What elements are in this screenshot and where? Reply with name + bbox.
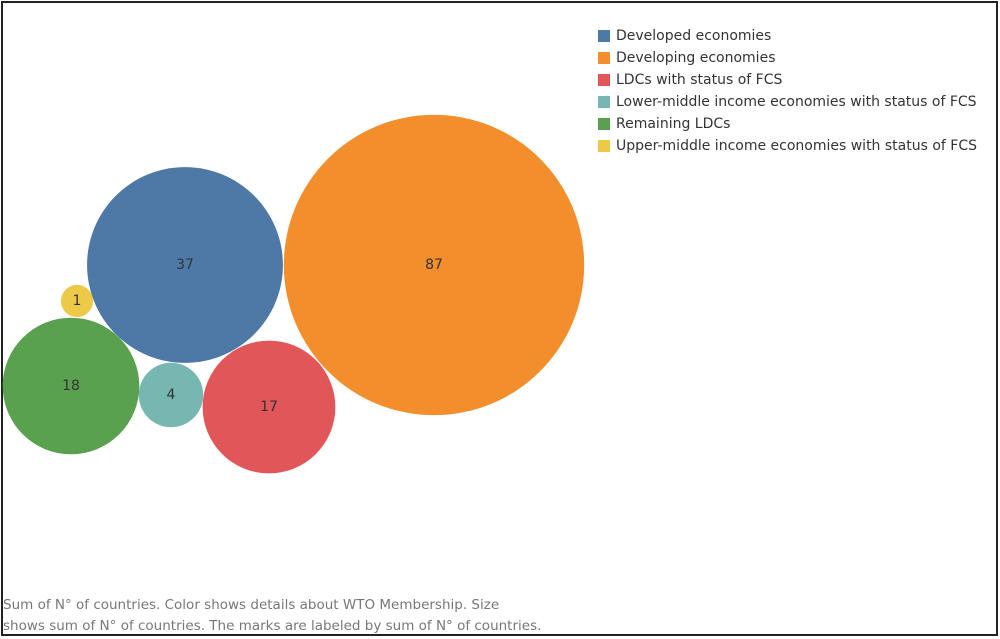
legend-swatch	[598, 96, 610, 108]
value-label: 87	[425, 257, 443, 273]
legend-label: LDCs with status of FCS	[616, 72, 782, 88]
bubble	[60, 284, 94, 318]
bubble	[2, 317, 140, 455]
legend-swatch	[598, 30, 610, 42]
legend-swatch	[598, 118, 610, 130]
bubble	[283, 114, 585, 416]
legend-label: Lower-middle income economies with statu…	[616, 94, 977, 110]
bubble	[87, 167, 283, 363]
footnote: shows sum of N° of countries. The marks …	[3, 618, 541, 634]
bubble	[202, 340, 336, 474]
legend-label: Upper-middle income economies with statu…	[616, 138, 977, 154]
legend-swatch	[598, 140, 610, 152]
legend-label: Developing economies	[616, 50, 775, 66]
value-label: 1	[73, 293, 82, 309]
value-label: 4	[167, 387, 176, 403]
legend-swatch	[598, 74, 610, 86]
value-label: 37	[176, 257, 194, 273]
legend-label: Remaining LDCs	[616, 116, 730, 132]
value-label: 18	[62, 378, 80, 394]
bubble	[138, 362, 204, 428]
value-label: 17	[260, 399, 278, 415]
footnote: Sum of N° of countries. Color shows deta…	[3, 597, 499, 613]
legend-label: Developed economies	[616, 28, 771, 44]
legend-swatch	[598, 52, 610, 64]
